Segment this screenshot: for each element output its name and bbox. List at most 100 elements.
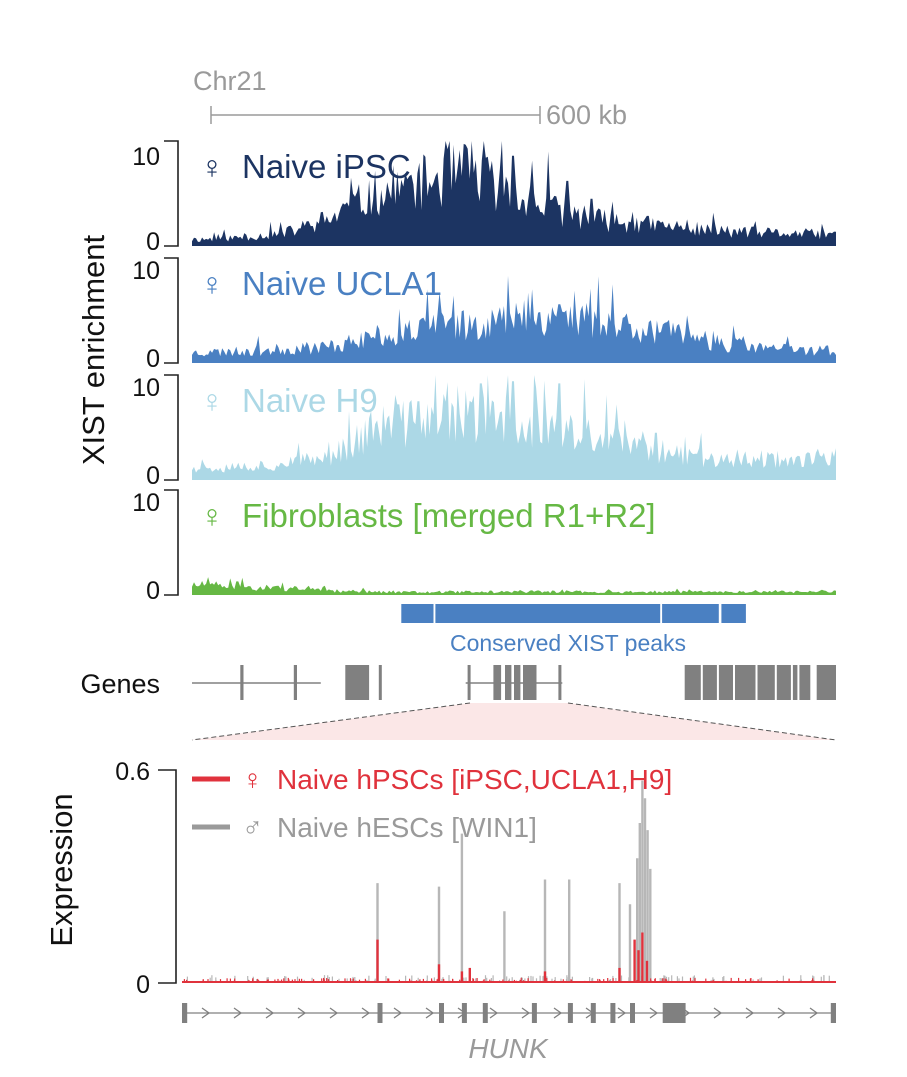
track-fibroblasts-ytick-max: 10	[132, 489, 160, 517]
track-naive-ipsc-symbol: ♀	[200, 149, 224, 185]
legend-male-symbol: ♂	[242, 812, 263, 843]
track-naive-h9: 10 0 ♀ Naive H9	[132, 374, 836, 490]
track-naive-h9-label: Naive H9	[242, 382, 378, 419]
hunk-exon	[531, 1003, 537, 1023]
gene-block-gap	[733, 665, 735, 700]
gene-exon-block	[514, 665, 521, 700]
scale-bar-label: 600 kb	[546, 100, 627, 130]
hunk-gene-model	[182, 1003, 836, 1023]
expression-ytick-max: 0.6	[115, 758, 150, 786]
conserved-peak-segment	[435, 604, 661, 623]
hunk-strand-arrow	[553, 1007, 563, 1019]
hunk-strand-arrow	[201, 1007, 211, 1019]
hunk-strand-arrow	[297, 1007, 307, 1019]
hunk-strand-arrow	[617, 1007, 627, 1019]
hunk-exon	[377, 1003, 383, 1023]
legend-female-symbol: ♀	[242, 764, 263, 795]
gene-block-gap	[755, 665, 758, 700]
hunk-strand-arrow	[425, 1007, 435, 1019]
hunk-exon	[461, 1003, 467, 1023]
track-fibroblasts-axis	[164, 489, 179, 596]
conserved-peaks-label: Conserved XIST peaks	[450, 630, 686, 656]
expression-ytick-min: 0	[136, 971, 150, 999]
expression-female-series	[183, 932, 817, 982]
scale-bar	[210, 106, 541, 124]
conserved-peaks-track	[401, 604, 746, 623]
track-fibroblasts-label: Fibroblasts [merged R1+R2]	[242, 497, 656, 534]
track-fibroblasts-symbol: ♀	[200, 498, 224, 534]
track-naive-h9-symbol: ♀	[200, 383, 224, 419]
gene-exon-block	[493, 665, 502, 700]
track-fibroblasts-area	[192, 577, 836, 595]
gene-exon-block	[240, 665, 244, 700]
gene-exon-block	[523, 665, 537, 700]
conserved-peak-segment	[401, 604, 434, 623]
track-naive-ipsc-ytick-max: 10	[132, 143, 160, 171]
gene-exon-block	[684, 665, 811, 700]
track-naive-ucla1-area	[192, 275, 836, 363]
gene-exon-block	[467, 665, 471, 700]
gene-exon-block	[505, 665, 512, 700]
gene-block-gap	[700, 665, 703, 700]
track-naive-h9-ytick-max: 10	[132, 374, 160, 402]
track-naive-ucla1-label: Naive UCLA1	[242, 265, 442, 302]
track-naive-ucla1-ytick-max: 10	[132, 257, 160, 285]
conserved-peak-segment	[721, 604, 746, 623]
track-fibroblasts: 10 0 ♀ Fibroblasts [merged R1+R2]	[132, 489, 836, 605]
hunk-strand-arrow	[745, 1007, 755, 1019]
hunk-strand-arrow	[329, 1007, 339, 1019]
track-naive-ucla1-axis	[164, 257, 179, 364]
hunk-exon	[590, 1003, 596, 1023]
genes-track	[192, 665, 836, 700]
zoom-wedge-right-edge	[567, 702, 837, 741]
gene-block-gap	[790, 665, 793, 700]
track-naive-h9-ytick-min: 0	[146, 462, 160, 490]
hunk-exon	[182, 1003, 188, 1023]
track-naive-ucla1-ytick-min: 0	[146, 345, 160, 373]
hunk-strand-arrow	[777, 1007, 787, 1019]
track-naive-ipsc-area	[192, 141, 836, 246]
hunk-strand-arrow	[809, 1007, 819, 1019]
track-naive-h9-axis	[164, 374, 179, 481]
hunk-strand-arrow	[649, 1007, 659, 1019]
expression-axis-title: Expression	[44, 793, 79, 946]
track-naive-h9-area	[192, 375, 836, 480]
hunk-strand-arrow	[393, 1007, 403, 1019]
track-naive-ipsc-axis	[164, 140, 179, 247]
track-naive-ucla1: 10 0 ♀ Naive UCLA1	[132, 257, 836, 373]
zoom-wedge	[192, 703, 836, 740]
track-naive-ucla1-symbol: ♀	[200, 266, 224, 302]
track-naive-ipsc-ytick-min: 0	[146, 228, 160, 256]
hunk-exon	[439, 1003, 444, 1023]
gene-exon-block	[293, 665, 297, 700]
hunk-exon	[482, 1003, 488, 1023]
gene-exon-block	[378, 665, 382, 700]
hunk-exon	[630, 1003, 635, 1023]
hunk-exon	[662, 1003, 686, 1023]
legend-female-label: Naive hPSCs [iPSC,UCLA1,H9]	[277, 764, 672, 795]
gene-block-gap	[716, 665, 719, 700]
legend-male-label: Naive hESCs [WIN1]	[277, 812, 537, 843]
genes-track-label: Genes	[80, 669, 160, 699]
expression-male-series	[186, 780, 830, 982]
expression-legend: ♀ Naive hPSCs [iPSC,UCLA1,H9] ♂ Naive hE…	[192, 764, 672, 843]
conserved-peak-segment	[662, 604, 719, 623]
y-axis-title: XIST enrichment	[76, 234, 111, 465]
track-naive-ipsc-label: Naive iPSC	[242, 148, 411, 185]
track-naive-ipsc: 10 0 ♀ Naive iPSC	[132, 140, 836, 256]
hunk-gene-label: HUNK	[468, 1033, 549, 1064]
gene-block-gap	[797, 665, 800, 700]
hunk-strand-arrow	[361, 1007, 371, 1019]
track-fibroblasts-ytick-min: 0	[146, 577, 160, 605]
hunk-strand-arrow	[713, 1007, 723, 1019]
hunk-strand-arrow	[521, 1007, 531, 1019]
hunk-exon	[610, 1003, 616, 1023]
expression-axis	[158, 769, 177, 984]
hunk-exon	[830, 1003, 836, 1023]
hunk-strand-arrow	[233, 1007, 243, 1019]
hunk-strand-arrow	[265, 1007, 275, 1019]
hunk-strand-arrow	[489, 1007, 499, 1019]
chromosome-label: Chr21	[193, 66, 267, 96]
